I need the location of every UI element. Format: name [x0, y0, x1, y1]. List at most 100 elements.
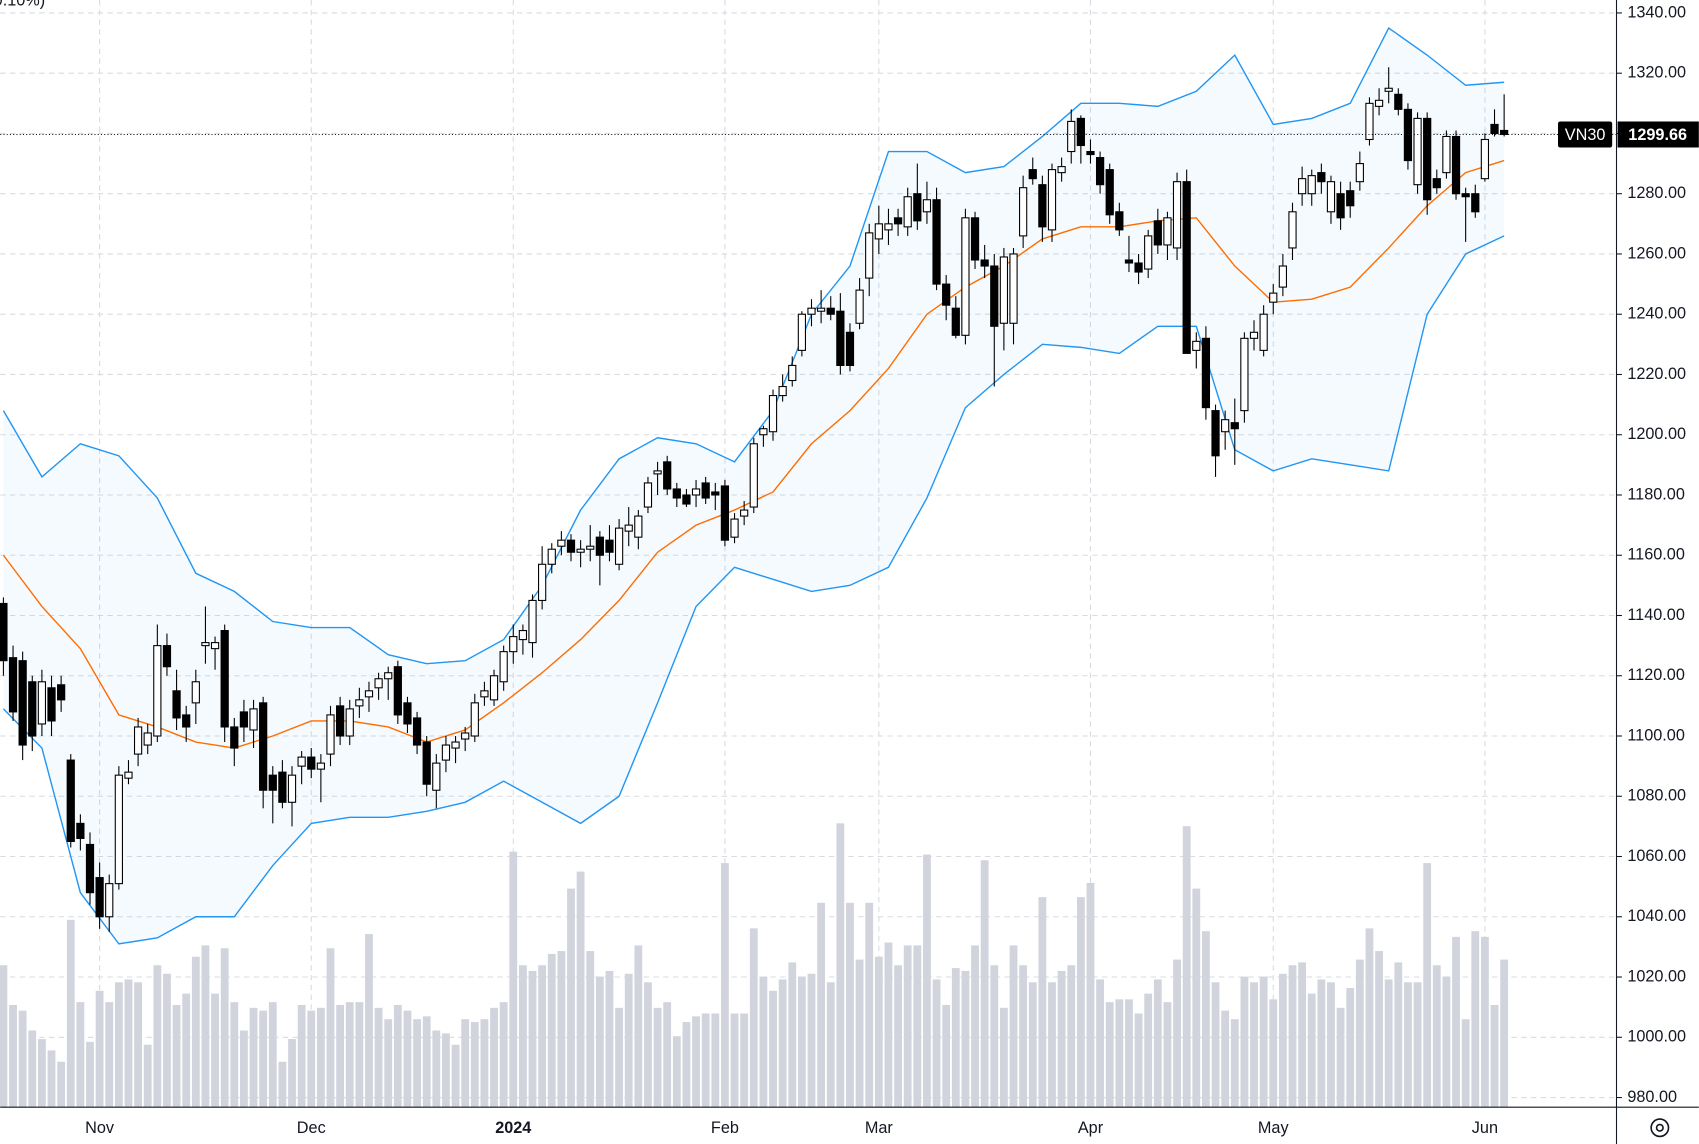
y-tick-label: 1140.00 [1627, 606, 1685, 624]
candle-body [105, 883, 114, 918]
candle-body [499, 651, 508, 683]
candle-body [1221, 419, 1230, 433]
volume-bar [509, 851, 518, 1108]
volume-bar [749, 928, 758, 1108]
volume-bar [1480, 936, 1489, 1108]
volume-bar [57, 1061, 66, 1108]
candle-body [1490, 123, 1499, 135]
candle-body [441, 744, 451, 761]
volume-bar [999, 1007, 1008, 1108]
volume-bar [692, 1016, 700, 1108]
last-price-label: 1299.66 [1628, 126, 1687, 144]
candle-body [586, 545, 595, 550]
candle-body [624, 524, 633, 532]
volume-bar [865, 902, 874, 1108]
candle-body [1153, 220, 1162, 246]
candle-body [720, 485, 730, 541]
candle-body [865, 232, 874, 279]
candle-body [85, 843, 95, 894]
candle-body [1384, 87, 1393, 92]
candle-body [672, 488, 681, 499]
candle-body [297, 756, 306, 767]
volume-bar [1028, 982, 1037, 1108]
y-tick-label: 1120.00 [1627, 666, 1685, 684]
volume-bar [1278, 973, 1287, 1108]
candle-body [76, 822, 85, 839]
volume-bar [182, 993, 191, 1108]
y-tick-label: 1340.00 [1627, 3, 1686, 21]
volume-bar [1144, 993, 1153, 1108]
candle-body [259, 702, 268, 791]
candle-body [970, 217, 980, 261]
x-tick-label: Jun [1472, 1119, 1498, 1137]
candle-body [1442, 135, 1451, 174]
candle-body [768, 395, 778, 433]
candle-body [980, 259, 989, 267]
candle-body [557, 539, 566, 547]
band-line [2, 26, 1505, 665]
candle-body [326, 714, 335, 755]
volume-bar [595, 976, 604, 1108]
volume-bar [9, 1004, 17, 1108]
candle-body [1028, 169, 1037, 180]
candle-body [66, 759, 75, 842]
volume-bar [807, 973, 816, 1108]
x-tick-label: May [1258, 1119, 1290, 1137]
candle-body [461, 732, 470, 740]
candle-body [595, 536, 604, 556]
volume-bar [682, 1022, 691, 1108]
settings-icon[interactable] [1650, 1118, 1670, 1138]
volume-bar [547, 953, 556, 1108]
volume-bar [711, 1013, 720, 1108]
candle-body [451, 741, 460, 749]
volume-bar [778, 979, 787, 1108]
volume-bar [1125, 999, 1133, 1108]
volume-bar [634, 945, 643, 1108]
volume-bar [1240, 976, 1249, 1108]
y-tick-label: 1200.00 [1627, 425, 1686, 443]
volume-bar [1442, 976, 1451, 1108]
y-tick-label: 1160.00 [1627, 546, 1685, 564]
candle-body [1038, 184, 1047, 228]
volume-bar [1019, 965, 1028, 1108]
candle-body [836, 310, 845, 366]
volume-bar [586, 951, 595, 1108]
candle-body [1182, 181, 1191, 354]
candle-body [1009, 253, 1018, 324]
settings-icon-core[interactable] [1655, 1123, 1664, 1132]
candle-body [1047, 169, 1057, 231]
candle-body [528, 599, 537, 644]
candle-body [999, 256, 1009, 324]
candle-body [1144, 235, 1153, 270]
candle-body [605, 539, 614, 553]
candle-body [162, 645, 172, 668]
candle-body [1365, 102, 1374, 141]
volume-bar [701, 1013, 710, 1108]
volume-bar [576, 871, 585, 1108]
y-tick-label: 1240.00 [1627, 305, 1686, 323]
candle-body [8, 657, 18, 713]
candle-body [95, 877, 104, 918]
volume-bar [105, 1002, 114, 1108]
volume-bar [1365, 928, 1374, 1108]
volume-bar [1317, 979, 1326, 1108]
volume-bar [990, 965, 999, 1108]
volume-bar [143, 1044, 152, 1108]
settings-button[interactable] [1650, 1118, 1670, 1138]
y-tick-label: 1000.00 [1627, 1028, 1686, 1046]
y-tick-label: 1320.00 [1627, 64, 1686, 82]
y-tick-label: 1080.00 [1627, 787, 1686, 805]
volume-bar [1134, 1013, 1143, 1108]
candle-body [614, 527, 624, 565]
volume-bar [355, 1002, 364, 1108]
candle-body [287, 774, 297, 803]
candle-body [470, 702, 479, 737]
candle-body [1201, 337, 1211, 409]
volume-bar [66, 919, 75, 1108]
candle-body [307, 756, 316, 770]
candle-body [18, 660, 27, 746]
volume-bar [268, 1002, 277, 1108]
volume-bar [913, 945, 922, 1108]
